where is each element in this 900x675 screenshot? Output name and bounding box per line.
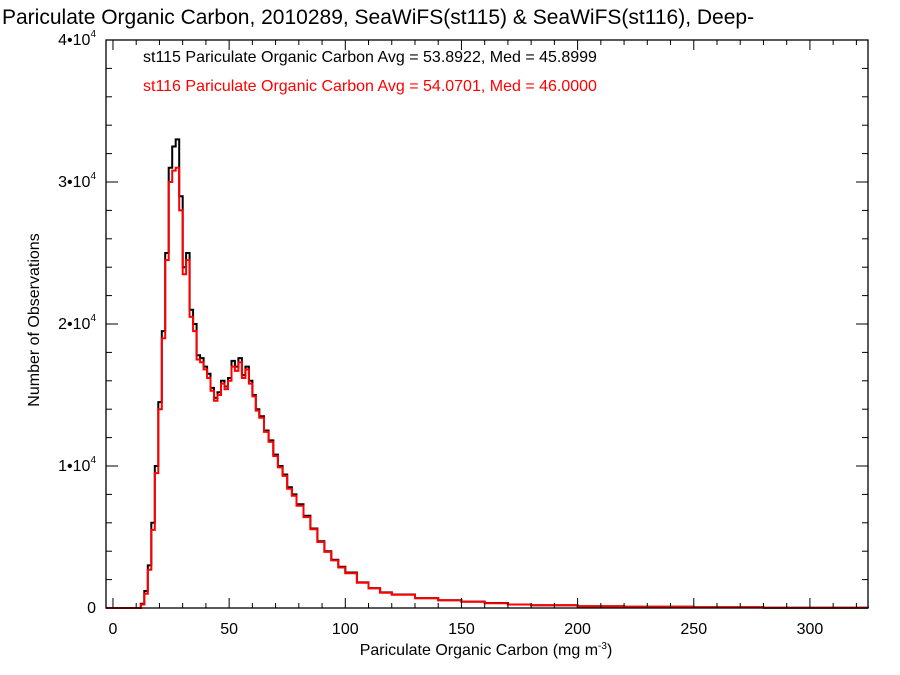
x-tick-label: 250 (680, 621, 707, 638)
y-tick-label: 1•104 (58, 455, 96, 475)
y-tick-label-main: 1•10 (58, 458, 90, 475)
y-tick-label-exponent: 4 (90, 171, 96, 182)
x-tick-label: 300 (797, 621, 824, 638)
y-tick-label-exponent: 4 (90, 455, 96, 466)
y-tick-label-exponent: 4 (90, 29, 96, 40)
x-tick-label: 100 (332, 621, 359, 638)
y-tick-label: 0 (87, 600, 96, 617)
x-tick-label: 200 (564, 621, 591, 638)
x-axis-label-suffix: ) (607, 642, 612, 659)
x-tick-label: 0 (109, 621, 118, 638)
stat-line-st116: st116 Pariculate Organic Carbon Avg = 54… (143, 78, 597, 95)
x-axis-label-superscript: -3 (598, 641, 607, 652)
series-st116-histogram (106, 166, 869, 609)
series-layer (106, 138, 869, 609)
y-tick-label-exponent: 4 (90, 313, 96, 324)
plot-frame (105, 39, 869, 609)
x-tick-label: 50 (220, 621, 238, 638)
stat-line-st115: st115 Pariculate Organic Carbon Avg = 53… (143, 49, 597, 66)
y-tick-label-main: 2•10 (58, 316, 90, 333)
y-axis-label: Number of Observations (26, 233, 43, 406)
y-tick-label: 4•104 (58, 29, 96, 49)
y-tick-label-main: 0 (87, 600, 96, 617)
y-tick-label: 2•104 (58, 313, 96, 333)
x-axis-label: Pariculate Organic Carbon (mg m-3) (360, 641, 613, 659)
series-st115-histogram (106, 138, 869, 609)
x-tick-label: 150 (448, 621, 475, 638)
y-tick-label: 3•104 (58, 171, 96, 191)
y-tick-label-main: 3•10 (58, 174, 90, 191)
chart-title: Pariculate Organic Carbon, 2010289, SeaW… (2, 6, 755, 29)
y-tick-label-main: 4•10 (58, 32, 90, 49)
x-axis-label-main: Pariculate Organic Carbon (mg m (360, 642, 598, 659)
